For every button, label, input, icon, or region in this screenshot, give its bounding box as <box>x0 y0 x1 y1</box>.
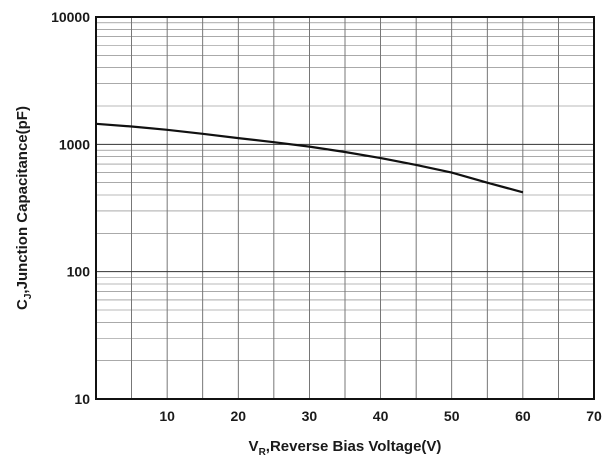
plot-frame <box>95 16 595 400</box>
y-axis-title-sub: J <box>23 294 34 300</box>
x-tick-label: 30 <box>302 408 318 424</box>
x-tick-label: 40 <box>373 408 389 424</box>
y-tick-label: 100 <box>67 264 91 280</box>
y-tick-label: 10 <box>74 391 90 407</box>
x-tick-label: 20 <box>230 408 246 424</box>
y-axis-title-main: C <box>14 299 31 310</box>
series-line <box>95 122 524 194</box>
x-tick-labels: 10 20 30 40 50 60 70 <box>159 408 602 424</box>
x-axis-title-main: V <box>249 438 259 455</box>
x-axis-title: VR,Reverse Bias Voltage(V) <box>249 438 442 458</box>
y-axis-title-rest: ,Junction Capacitance(pF) <box>14 106 31 294</box>
y-tick-label: 1000 <box>59 136 90 152</box>
x-axis-title-sub: R <box>259 447 267 458</box>
y-axis-title: CJ,Junction Capacitance(pF) <box>14 106 34 310</box>
x-tick-label: 60 <box>515 408 531 424</box>
y-tick-labels: 10 100 1000 10000 <box>51 9 90 407</box>
x-tick-label: 50 <box>444 408 460 424</box>
x-tick-label: 10 <box>159 408 175 424</box>
grid <box>96 17 594 399</box>
y-tick-label: 10000 <box>51 9 90 25</box>
x-axis-title-rest: ,Reverse Bias Voltage(V) <box>266 438 442 455</box>
x-tick-label: 70 <box>586 408 602 424</box>
